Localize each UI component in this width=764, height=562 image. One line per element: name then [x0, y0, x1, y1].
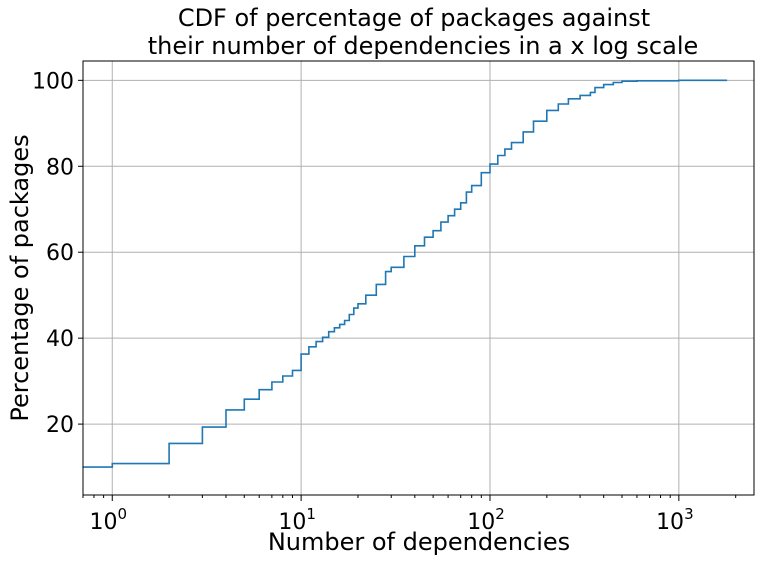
plot-frame [82, 60, 755, 496]
x-tick-label: 101 [278, 505, 316, 535]
y-tick-label: 80 [46, 155, 74, 180]
y-tick-label: 60 [46, 241, 74, 266]
x-tick-label: 100 [89, 505, 127, 535]
y-tick-label: 40 [46, 327, 74, 352]
tick-layer: 20 40 60 80 100 100 101 102 103 [32, 69, 737, 535]
x-tick-label: 102 [467, 505, 505, 535]
series-layer [83, 79, 728, 468]
y-tick-label: 20 [46, 413, 74, 438]
x-tick-label: 103 [656, 505, 694, 535]
chart-title-line-1: CDF of percentage of packages against [178, 4, 650, 32]
x-axis-label: Number of dependencies [268, 528, 570, 556]
y-tick-label: 100 [32, 69, 74, 94]
chart-title-line-2: their number of dependencies in a x log … [148, 32, 699, 60]
y-axis-label: Percentage of packages [6, 134, 34, 421]
cdf-series-line [83, 79, 728, 468]
grid-layer [83, 61, 754, 495]
